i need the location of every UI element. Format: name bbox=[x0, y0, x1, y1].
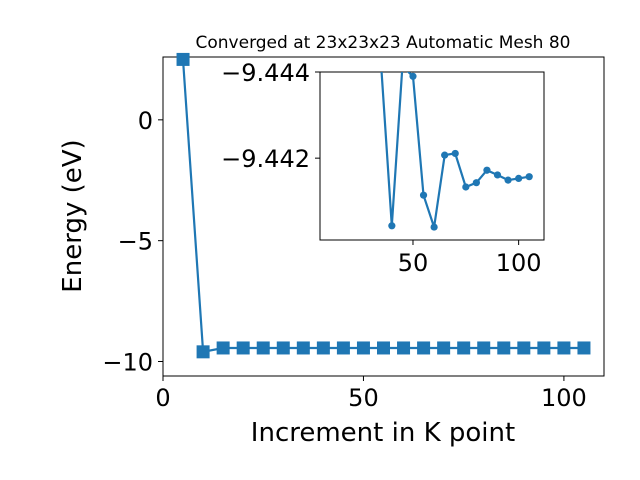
main-data-point bbox=[377, 341, 390, 355]
main-y-ticks: 0 −5 −10 bbox=[102, 107, 163, 377]
main-data-point bbox=[497, 341, 511, 355]
main-data-point bbox=[457, 341, 471, 355]
inset-x-ticks: 50 100 bbox=[398, 240, 542, 277]
main-x-tick-label: 100 bbox=[541, 384, 587, 412]
main-data-point bbox=[557, 341, 571, 355]
inset-data-point bbox=[441, 151, 449, 159]
main-data-point bbox=[216, 341, 230, 355]
main-x-tick-label: 0 bbox=[155, 384, 170, 412]
main-plot-frame bbox=[162, 56, 605, 377]
inset-x-tick-label: 100 bbox=[496, 249, 542, 277]
inset-data-point bbox=[472, 179, 480, 187]
main-x-ticks: 0 50 100 bbox=[155, 376, 587, 412]
main-data-point bbox=[256, 341, 270, 355]
inset-x-tick-label: 50 bbox=[398, 249, 429, 277]
inset-data-point bbox=[419, 191, 428, 199]
main-data-point bbox=[417, 341, 431, 355]
x-axis-label: Increment in K point bbox=[251, 418, 515, 448]
inset-data-point bbox=[451, 149, 459, 158]
main-data-point bbox=[517, 341, 531, 355]
main-data-point bbox=[236, 341, 250, 355]
main-data-point bbox=[296, 341, 310, 355]
inset-y-tick-label: −9.442 bbox=[221, 145, 310, 173]
main-data-point bbox=[397, 341, 411, 355]
main-data-point bbox=[437, 341, 451, 355]
main-data-point bbox=[196, 345, 210, 359]
inset-data-point bbox=[430, 223, 438, 231]
main-chart: Converged at 23x23x23 Automatic Mesh 80 … bbox=[58, 33, 605, 448]
inset-series bbox=[378, 63, 533, 231]
main-data-point bbox=[316, 341, 330, 355]
inset-data-point bbox=[504, 176, 512, 184]
main-data-point bbox=[336, 341, 350, 355]
inset-data-point bbox=[525, 173, 533, 181]
inset-data-point bbox=[483, 166, 491, 174]
inset-data-point bbox=[378, 64, 385, 71]
main-data-point bbox=[176, 52, 190, 66]
inset-data-point bbox=[388, 222, 396, 230]
inset-data-point bbox=[493, 171, 502, 179]
main-data-point bbox=[477, 341, 491, 355]
main-y-tick-label: 0 bbox=[138, 107, 153, 135]
inset-y-ticks: −9.444 −9.442 bbox=[221, 59, 320, 173]
chart-title: Converged at 23x23x23 Automatic Mesh 80 bbox=[196, 33, 571, 53]
inset-data-point bbox=[515, 174, 523, 182]
main-series bbox=[176, 52, 591, 359]
inset-data-point bbox=[399, 63, 406, 70]
main-data-point bbox=[276, 341, 290, 355]
main-data-point bbox=[356, 341, 370, 355]
main-y-tick-label: −10 bbox=[102, 349, 153, 377]
main-x-tick-label: 50 bbox=[348, 384, 379, 412]
main-data-point bbox=[537, 341, 551, 355]
inset-data-point bbox=[409, 72, 417, 80]
y-axis-label: Energy (eV) bbox=[58, 139, 88, 292]
inset-plot-frame bbox=[319, 71, 545, 241]
main-y-tick-label: −5 bbox=[118, 228, 153, 256]
inset-data-point bbox=[462, 183, 470, 191]
inset-y-tick-label: −9.444 bbox=[221, 59, 310, 87]
inset-chart: 50 100 −9.444 −9.442 bbox=[221, 59, 545, 277]
main-data-point bbox=[577, 341, 591, 355]
